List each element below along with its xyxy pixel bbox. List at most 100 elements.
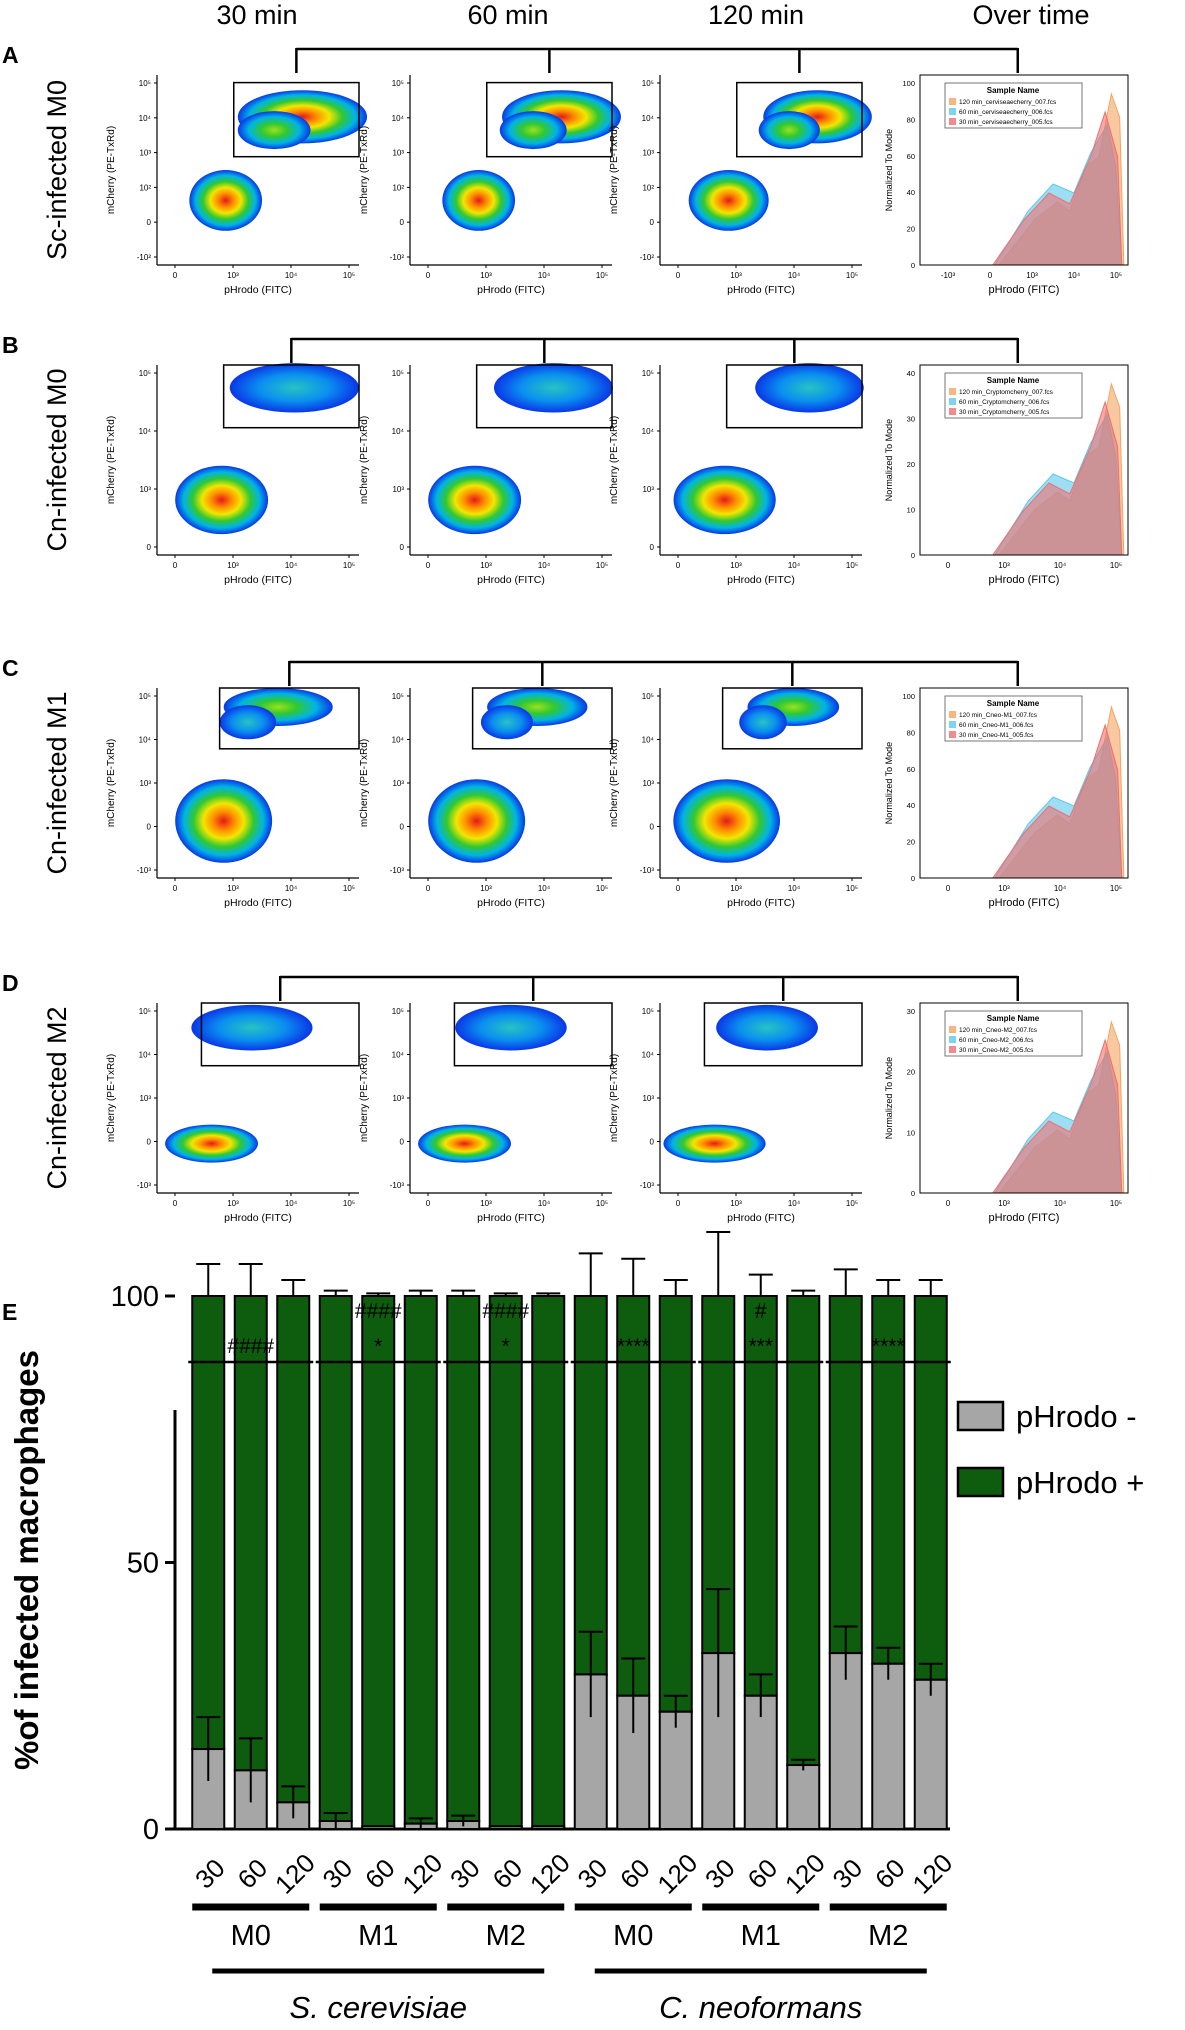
low-population [688,170,769,231]
x-tick-label: 30 [572,1853,614,1895]
y-tick-label: 0 [650,218,655,227]
y-tick-label: 10² [642,183,654,192]
legend-label: pHrodo + [1016,1465,1144,1500]
y-tick-label: 10³ [642,485,654,494]
bar-pHrodo-positive [786,1295,821,1767]
y-tick-label: 10³ [139,149,151,158]
y-tick-label: -10² [137,253,152,262]
x-tick-label: 10³ [730,1199,742,1208]
y-tick-label: 10⁵ [139,369,151,378]
histogram-trace [991,723,1123,879]
y-tick-label: 10³ [392,485,404,494]
overlay-histogram: Normalized To Mode pHrodo (FITC) 100 80 60 40… [884,74,1129,296]
y-tick-label: 10³ [642,779,654,788]
x-tick-label: 0 [676,884,681,893]
overlay-histogram: Normalized To Mode pHrodo (FITC) 40 30 20 10 0… [884,364,1129,586]
y-tick-label: 10⁵ [642,1007,654,1016]
histogram-x-tick: 10⁴ [1068,271,1081,280]
high-population [493,363,613,413]
y-tick-label: -10² [640,253,655,262]
bar-pHrodo-positive [573,1295,608,1676]
bar-pHrodo-negative [488,1825,523,1830]
low-population [673,465,776,535]
y-axis-label: mCherry (PE-TxRd) [609,1054,620,1142]
x-tick-label: 120 [779,1848,831,1900]
x-axis-label: pHrodo (FITC) [477,574,545,586]
histogram-x-tick: 10³ [998,884,1010,893]
group-label: M2 [486,1920,526,1952]
legend-entry: 120 min_Cneo-M2_007.fcs [959,1027,1038,1034]
y-tick-label: 0 [650,823,655,832]
histogram-x-tick: 0 [946,561,951,570]
group-label: M1 [358,1920,398,1952]
x-tick-label: 0 [426,271,431,280]
x-tick-label: 10⁴ [285,271,298,280]
y-tick-label: 100 [111,1281,159,1313]
bar-pHrodo-negative [871,1662,906,1831]
legend-title: Sample Name [987,1014,1040,1023]
legend-entry: 60 min_Cneo-M1_006.fcs [959,722,1034,729]
y-axis-label: mCherry (PE-TxRd) [106,739,117,827]
species-label: S. cerevisiae [290,1990,467,2025]
y-tick-label: 0 [400,823,405,832]
x-tick-label: 10³ [730,884,742,893]
significance-lower: * [374,1335,382,1358]
y-tick-label: 10³ [139,779,151,788]
legend-box [944,372,1083,419]
time-header-120: 120 min [708,0,804,30]
x-tick-label: 10⁴ [538,271,551,280]
y-tick-label: 10⁴ [642,736,655,745]
x-axis-label: pHrodo (FITC) [477,897,545,909]
x-tick-label: 0 [676,561,681,570]
x-tick-label: 10³ [227,561,239,570]
y-tick-label: 10⁴ [139,427,152,436]
x-axis-label: pHrodo (FITC) [224,574,292,586]
x-axis-label: pHrodo (FITC) [727,897,795,909]
x-tick-label: 10³ [730,561,742,570]
legend-title: Sample Name [987,699,1040,708]
significance-lower: *** [748,1335,773,1358]
panel-letter: B [2,332,19,358]
y-axis-label: mCherry (PE-TxRd) [609,416,620,504]
histogram-x-tick: 10³ [998,1199,1010,1208]
x-axis-label: pHrodo (FITC) [477,284,545,296]
y-axis-label: mCherry (PE-TxRd) [359,416,370,504]
x-tick-label: 60 [359,1853,401,1895]
y-tick-label: 10⁵ [392,1007,404,1016]
x-tick-label: 30 [444,1853,486,1895]
y-tick-label: 0 [147,823,152,832]
histogram-y-tick: 0 [911,261,915,270]
histogram-x-tick: 10⁴ [1054,561,1067,570]
y-tick-label: 10⁴ [642,427,655,436]
y-tick-label: -10³ [390,866,405,875]
y-axis-label: mCherry (PE-TxRd) [609,126,620,214]
y-axis-label: mCherry (PE-TxRd) [359,1054,370,1142]
row-label: Cn-infected M1 [42,691,72,874]
time-header-60: 60 min [467,0,548,30]
histogram-y-tick: 0 [911,1189,915,1198]
x-axis-label: pHrodo (FITC) [727,574,795,586]
histogram-y-tick: 0 [911,874,915,883]
x-axis-label: pHrodo (FITC) [224,897,292,909]
x-tick-label: 120 [524,1848,576,1900]
bar-pHrodo-negative [743,1694,778,1830]
histogram-x-tick: -10³ [941,271,956,280]
gate-box [486,81,613,158]
density-plot: mCherry (PE-TxRd) pHrodo (FITC) 10⁵ 10⁴ 10³ 0… [609,687,863,909]
legend-swatch [949,108,956,115]
gate-box [736,81,863,158]
x-tick-label: 10⁵ [846,884,858,893]
overlay-histogram: Normalized To Mode pHrodo (FITC) 100 80 60 40… [884,687,1129,909]
bar-pHrodo-negative [786,1764,821,1831]
high-population [229,363,359,413]
density-plot: mCherry (PE-TxRd) pHrodo (FITC) 10⁵ 10⁴ 10³ 0… [359,1002,613,1224]
legend-swatch [949,398,956,405]
flow-row-b: B Cn-infected M0 mCherry (PE-TxRd) pHrodo (… [2,332,1129,586]
density-plot: mCherry (PE-TxRd) pHrodo (FITC) 10⁵ 10⁴ 10³ 0… [106,363,360,586]
histogram-trace [991,110,1123,266]
panel-letter: D [2,970,19,996]
bar-pHrodo-positive [828,1295,863,1655]
gate-box [725,364,863,429]
